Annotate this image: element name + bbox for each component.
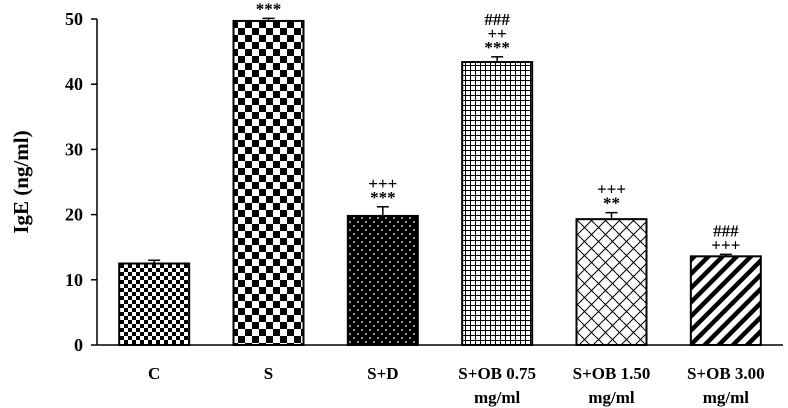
y-axis-ticks: 0 10 20 30 40 50	[65, 9, 97, 355]
significance-label: +++	[368, 174, 397, 193]
bar	[346, 214, 419, 346]
x-tick-label: mg/ml	[474, 388, 521, 407]
significance-label: ***	[256, 0, 282, 18]
bar	[461, 61, 534, 346]
x-tick-label: S+OB 1.50	[573, 364, 651, 383]
x-tick-label: S+OB 3.00	[687, 364, 765, 383]
y-tick-label: 40	[65, 74, 83, 94]
significance-label: ###	[713, 221, 739, 240]
x-tick-label: C	[148, 364, 160, 383]
y-tick-label: 20	[65, 205, 83, 225]
bar	[118, 262, 191, 346]
y-tick-label: 10	[65, 270, 83, 290]
significance-label: ***	[370, 188, 396, 207]
bars: ***+++***###++***+++**###+++	[118, 0, 762, 347]
significance-label: ###	[484, 10, 510, 29]
bar	[575, 218, 648, 346]
x-tick-label: mg/ml	[703, 388, 750, 407]
significance-label: ***	[484, 38, 510, 57]
y-tick-label: 0	[74, 335, 83, 355]
x-tick-label: S+D	[367, 364, 398, 383]
x-tick-label: S+OB 0.75	[458, 364, 536, 383]
significance-label: **	[603, 194, 620, 213]
y-tick-label: 30	[65, 139, 83, 159]
x-tick-label: mg/ml	[588, 388, 635, 407]
significance-label: +++	[711, 235, 740, 254]
x-tick-label: S	[264, 364, 273, 383]
x-axis-labels: C S S+D S+OB 0.75 mg/ml S+OB 1.50 mg/ml S+OB 3.…	[148, 364, 765, 407]
bar	[689, 255, 762, 346]
significance-label: +++	[597, 180, 626, 199]
y-axis-label: IgE (ng/ml)	[9, 130, 33, 233]
significance-label: ++	[487, 24, 506, 43]
y-tick-label: 50	[65, 9, 83, 29]
bar	[232, 19, 305, 347]
